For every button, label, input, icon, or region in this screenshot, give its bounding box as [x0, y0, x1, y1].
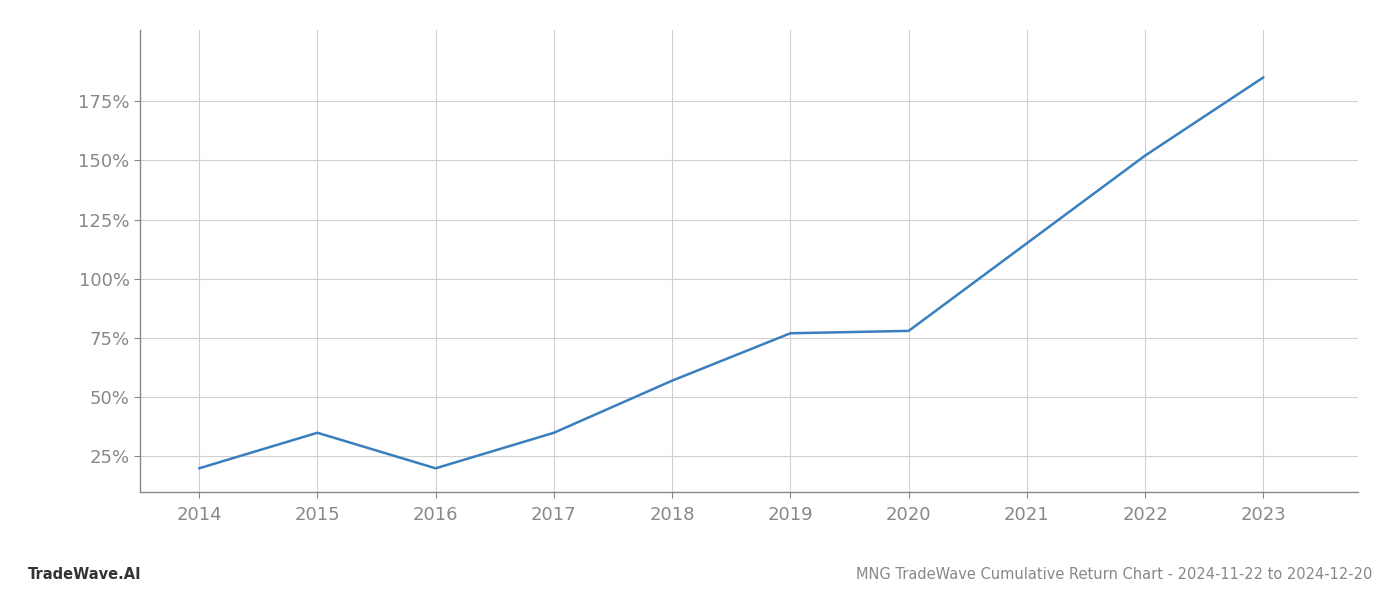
Text: TradeWave.AI: TradeWave.AI — [28, 567, 141, 582]
Text: MNG TradeWave Cumulative Return Chart - 2024-11-22 to 2024-12-20: MNG TradeWave Cumulative Return Chart - … — [855, 567, 1372, 582]
